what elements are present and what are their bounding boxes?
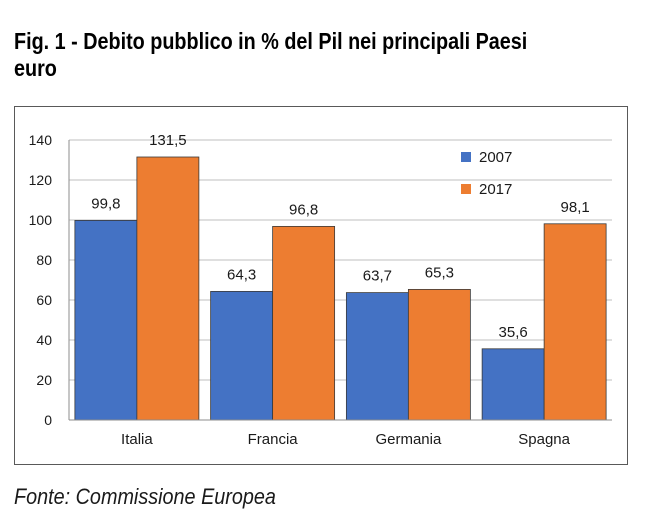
bar-2017-spagna <box>543 223 607 421</box>
legend-swatch-2007 <box>461 152 471 162</box>
bar-2007-francia <box>210 290 274 421</box>
source-note: Fonte: Commissione Europea <box>14 484 276 509</box>
x-category-label: Italia <box>121 431 153 448</box>
data-label: 99,8 <box>91 195 120 212</box>
y-tick-label: 100 <box>29 212 53 228</box>
bar-2017-francia <box>272 225 336 421</box>
chart-frame <box>14 106 628 465</box>
legend-label: 2007 <box>479 149 512 166</box>
y-tick-label: 120 <box>29 172 53 188</box>
legend-swatch-2017 <box>461 184 471 194</box>
y-tick-label: 20 <box>36 372 52 388</box>
data-label: 65,3 <box>425 264 454 281</box>
data-label: 35,6 <box>499 324 528 341</box>
y-tick-label: 80 <box>36 252 52 268</box>
x-category-label: Germania <box>375 431 442 448</box>
data-label: 98,1 <box>561 199 590 216</box>
data-label: 131,5 <box>149 132 187 149</box>
bar-2017-italia <box>136 156 200 421</box>
legend-label: 2017 <box>479 181 512 198</box>
y-tick-label: 40 <box>36 332 52 348</box>
x-category-label: Spagna <box>518 431 570 448</box>
chart-title: Fig. 1 - Debito pubblico in % del Pil ne… <box>14 28 528 81</box>
bar-2017-germania <box>407 288 471 421</box>
y-tick-label: 140 <box>29 132 53 148</box>
x-category-label: Francia <box>248 431 299 448</box>
data-label: 63,7 <box>363 268 392 285</box>
y-tick-label: 60 <box>36 292 52 308</box>
y-tick-label: 0 <box>44 412 52 428</box>
data-label: 96,8 <box>289 201 318 218</box>
bar-2007-germania <box>345 292 409 421</box>
bar-2007-spagna <box>481 348 545 421</box>
data-label: 64,3 <box>227 266 256 283</box>
bar-2007-italia <box>74 219 138 421</box>
